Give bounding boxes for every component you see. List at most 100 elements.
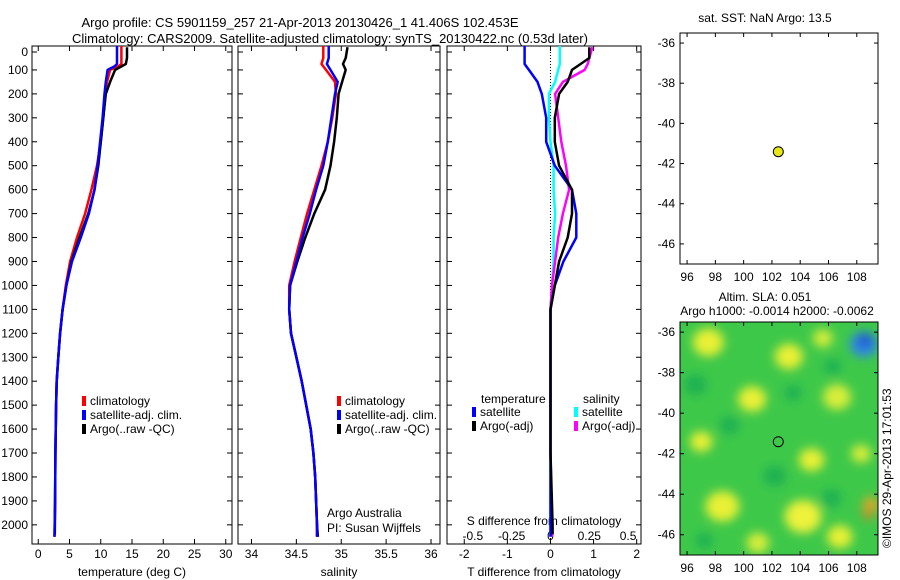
sst-map-xtick-label: 96 xyxy=(680,270,694,284)
differences-x-axis-label: T difference from climatology xyxy=(467,565,621,579)
temperature-ytick-label: 1000 xyxy=(1,278,28,292)
salinity-x-axis-label: salinity xyxy=(321,565,358,579)
temperature-ytick-label: 500 xyxy=(8,159,28,173)
sst-map-xtick-label: 98 xyxy=(709,270,723,284)
sla-map-sla-anomaly xyxy=(821,489,842,508)
sst-map-xtick-label: 102 xyxy=(762,270,782,284)
temperature-series-satellite-adj-clim- xyxy=(53,46,119,537)
timestamp-label: ©IMOS 29-Apr-2013 17:01:53 xyxy=(880,388,894,548)
temperature-legend-entry: Argo(..raw -QC) xyxy=(90,422,175,436)
temperature-ytick-label: 1800 xyxy=(1,470,28,484)
temperature-xtick-label: 10 xyxy=(94,547,108,561)
differences-s-tick-label: -0.5 xyxy=(463,529,484,543)
credit-label: Argo Australia xyxy=(327,506,402,520)
differences-series-argo-adj- xyxy=(549,47,591,535)
sla-map-ytick-label: -46 xyxy=(658,528,676,542)
differences-legend-group: temperature xyxy=(481,392,546,406)
differences-xtick-label: -1 xyxy=(502,547,513,561)
salinity-xtick-label: 34.5 xyxy=(285,547,309,561)
sst-map-ytick-label: -42 xyxy=(658,157,676,171)
sla-map-sla-anomaly xyxy=(858,333,873,347)
salinity-panel: 34 34.5 35 35.5 36 salinity climatologysatelli… xyxy=(237,45,441,579)
sla-map-sla-anomaly xyxy=(746,532,770,554)
temperature-ytick-label: 1300 xyxy=(1,350,28,364)
sst-map-title: sat. SST: NaN Argo: 13.5 xyxy=(698,11,832,25)
differences-plot-frame xyxy=(446,45,642,545)
sla-map-sla-anomaly xyxy=(689,431,713,452)
temperature-panel: 0100200300400500600700800900100011001200… xyxy=(1,45,232,579)
sla-map-sla-anomaly xyxy=(798,448,825,472)
sla-map-title-line2: Argo h1000: -0.0014 h2000: -0.0062 xyxy=(680,304,874,318)
sla-map-xtick-label: 102 xyxy=(762,561,782,575)
temperature-ytick-label: 1900 xyxy=(1,494,28,508)
differences-legend-group: salinity xyxy=(583,392,620,406)
differences-s-tick-label: 0.25 xyxy=(578,529,602,543)
temperature-xtick-label: 30 xyxy=(219,547,233,561)
salinity-legend-entry: satellite-adj. clim. xyxy=(345,408,437,422)
temperature-ytick-label: 400 xyxy=(8,135,28,149)
sst-map-xtick-label: 108 xyxy=(847,270,867,284)
sla-map-sla-anomaly xyxy=(774,343,804,370)
temperature-ytick-label: 900 xyxy=(8,254,28,268)
sla-map-sla-anomaly xyxy=(719,416,740,435)
temperature-xtick-label: 15 xyxy=(125,547,139,561)
figure-title-line1: Argo profile: CS 5901159_257 21-Apr-2013… xyxy=(81,15,518,30)
temperature-ytick-label: 1700 xyxy=(1,446,28,460)
differences-xtick-label: 1 xyxy=(590,547,597,561)
sla-map-sla-anomaly xyxy=(705,491,740,522)
sst-map-ytick-label: -40 xyxy=(658,116,676,130)
differences-top-axis-label: S difference from climatology xyxy=(467,514,622,528)
sla-map-xtick-label: 106 xyxy=(818,561,838,575)
temperature-ytick-label: 600 xyxy=(8,183,28,197)
temperature-ytick-label: 700 xyxy=(8,207,28,221)
differences-legend-entry: satellite xyxy=(582,405,623,419)
sst-map-xtick-label: 106 xyxy=(818,270,838,284)
sla-map-sla-anomaly xyxy=(695,533,713,549)
sla-map-sla-anomaly xyxy=(862,509,874,520)
figure-title-line2: Climatology: CARS2009. Satellite-adjuste… xyxy=(72,31,588,46)
sla-map-sla-anomaly xyxy=(862,496,878,512)
temperature-xtick-label: 5 xyxy=(66,547,73,561)
sla-map-sla-anomaly xyxy=(784,499,822,534)
sst-map-xtick-label: 100 xyxy=(734,270,754,284)
sla-map-xtick-label: 104 xyxy=(790,561,810,575)
salinity-xtick-label: 35.5 xyxy=(374,547,398,561)
temperature-ytick-label: 0 xyxy=(21,45,28,59)
temperature-legend-entry: climatology xyxy=(90,394,150,408)
temperature-plot-frame xyxy=(31,45,233,545)
temperature-ytick-label: 300 xyxy=(8,111,28,125)
temperature-ytick-label: 100 xyxy=(8,63,28,77)
sst-map-float-marker xyxy=(772,146,784,158)
sla-map-sla-anomaly xyxy=(763,465,787,487)
differences-legend-entry: satellite xyxy=(480,405,521,419)
differences-s-tick-label: 0.5 xyxy=(620,529,637,543)
sla-map-sla-anomaly xyxy=(851,444,871,463)
sst-map-ytick-label: -46 xyxy=(658,237,676,251)
sla-map-sla-anomaly xyxy=(822,384,852,410)
temperature-ytick-label: 200 xyxy=(8,87,28,101)
sst-map-ytick-label: -44 xyxy=(658,197,676,211)
sla-map-ytick-label: -40 xyxy=(658,406,676,420)
temperature-ytick-label: 1600 xyxy=(1,422,28,436)
temperature-ytick-label: 800 xyxy=(8,231,28,245)
sla-map-ytick-label: -38 xyxy=(658,366,676,380)
sla-map-title-line1: Altim. SLA: 0.051 xyxy=(719,290,812,304)
temperature-legend-entry: satellite-adj. clim. xyxy=(90,408,182,422)
sla-map-xtick-label: 96 xyxy=(680,561,694,575)
salinity-xtick-label: 36 xyxy=(424,547,438,561)
differences-legend-entry: Argo(-adj) xyxy=(480,419,533,433)
sla-map-field xyxy=(684,328,878,554)
sla-map-plot-frame xyxy=(679,321,879,556)
sla-map-sla-anomaly xyxy=(784,385,802,401)
differences-s-tick-label: -0.25 xyxy=(498,529,526,543)
salinity-xtick-label: 34 xyxy=(245,547,259,561)
temperature-ytick-label: 1100 xyxy=(2,302,28,316)
difference-panel: -2 -1 0 1 2 T difference from climatology -0.5… xyxy=(446,45,642,579)
sla-map-xtick-label: 108 xyxy=(847,561,867,575)
temperature-xtick-label: 25 xyxy=(188,547,202,561)
sla-map-ytick-label: -36 xyxy=(658,325,676,339)
salinity-xtick-label: 35 xyxy=(335,547,349,561)
sla-map-sla-anomaly xyxy=(824,358,842,375)
salinity-legend-entry: Argo(..raw -QC) xyxy=(345,422,430,436)
